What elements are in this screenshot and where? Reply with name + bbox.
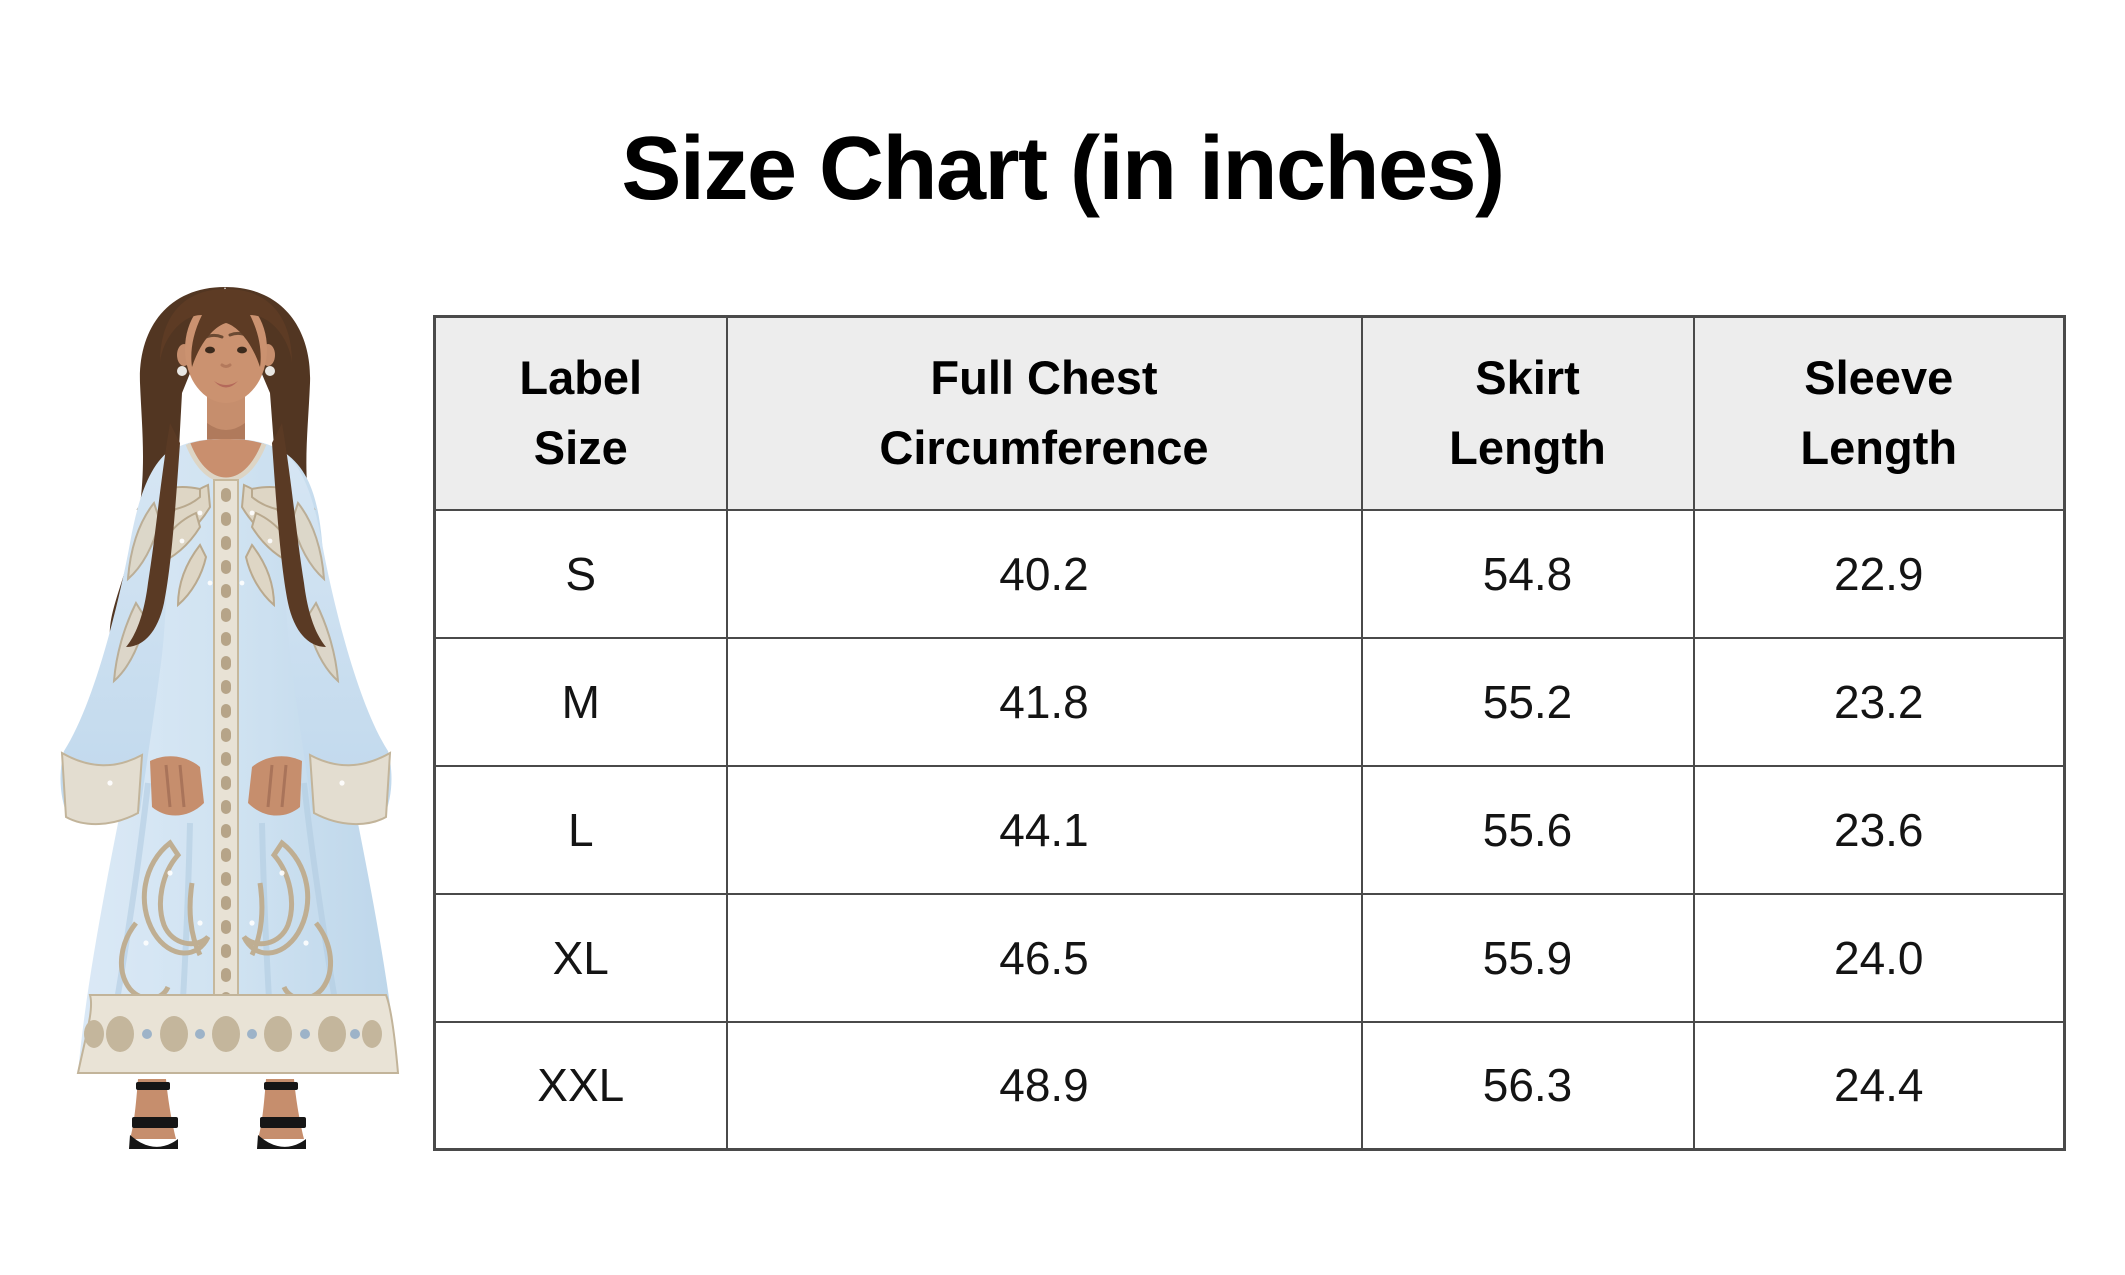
cell-skirt: 55.6 bbox=[1360, 764, 1695, 895]
col-header-full-chest-circumference: Full Chest Circumference bbox=[725, 315, 1363, 511]
cell-sleeve: 24.0 bbox=[1692, 892, 2066, 1023]
cell-sleeve: 22.9 bbox=[1692, 508, 2066, 639]
cell-size: XL bbox=[433, 892, 728, 1023]
col-header-skirt-length: Skirt Length bbox=[1360, 315, 1695, 511]
cell-chest: 46.5 bbox=[725, 892, 1363, 1023]
cell-size: XXL bbox=[433, 1020, 728, 1151]
cell-chest: 48.9 bbox=[725, 1020, 1363, 1151]
model-photo bbox=[50, 283, 425, 1160]
cell-size: L bbox=[433, 764, 728, 895]
cell-chest: 41.8 bbox=[725, 636, 1363, 767]
cell-chest: 44.1 bbox=[725, 764, 1363, 895]
cell-skirt: 55.9 bbox=[1360, 892, 1695, 1023]
header-row: Label Size Full Chest Circumference Skir… bbox=[433, 315, 2066, 511]
table-row-l: L 44.1 55.6 23.6 bbox=[433, 764, 2066, 895]
table-row-xl: XL 46.5 55.9 24.0 bbox=[433, 892, 2066, 1023]
cell-sleeve: 23.2 bbox=[1692, 636, 2066, 767]
cell-skirt: 55.2 bbox=[1360, 636, 1695, 767]
cell-sleeve: 24.4 bbox=[1692, 1020, 2066, 1151]
cell-chest: 40.2 bbox=[725, 508, 1363, 639]
col-header-sleeve-length: Sleeve Length bbox=[1692, 315, 2066, 511]
table-row-s: S 40.2 54.8 22.9 bbox=[433, 508, 2066, 639]
cell-size: M bbox=[433, 636, 728, 767]
cell-skirt: 54.8 bbox=[1360, 508, 1695, 639]
page-title: Size Chart (in inches) bbox=[621, 119, 1505, 219]
model-illustration bbox=[60, 287, 400, 1149]
col-header-label-size: Label Size bbox=[433, 315, 728, 511]
table-row-m: M 41.8 55.2 23.2 bbox=[433, 636, 2066, 767]
cell-sleeve: 23.6 bbox=[1692, 764, 2066, 895]
cell-skirt: 56.3 bbox=[1360, 1020, 1695, 1151]
cell-size: S bbox=[433, 508, 728, 639]
table-row-xxl: XXL 48.9 56.3 24.4 bbox=[433, 1020, 2066, 1151]
size-chart-table: Label Size Full Chest Circumference Skir… bbox=[433, 315, 2066, 1151]
